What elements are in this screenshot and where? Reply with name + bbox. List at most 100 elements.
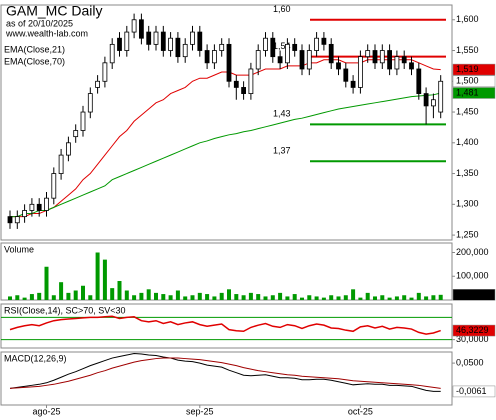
volume-bar bbox=[124, 290, 129, 300]
candle-body bbox=[336, 62, 341, 70]
volume-bar bbox=[329, 295, 334, 300]
macd-line bbox=[9, 353, 441, 392]
volume-bar bbox=[387, 297, 392, 300]
ema-line bbox=[10, 59, 441, 218]
candle-body bbox=[219, 43, 225, 51]
volume-bar bbox=[205, 294, 210, 300]
volume-bar bbox=[416, 292, 421, 300]
volume-bar bbox=[59, 282, 64, 300]
volume-bar bbox=[161, 294, 166, 300]
volume-bar bbox=[358, 297, 363, 300]
ema-line bbox=[10, 92, 441, 218]
candle-body bbox=[438, 80, 444, 113]
volume-bar bbox=[438, 294, 443, 300]
volume-bar bbox=[81, 285, 85, 300]
candle-body bbox=[211, 50, 217, 64]
candle-body bbox=[241, 87, 247, 94]
candle-body bbox=[379, 50, 385, 64]
value-badge-label: 46,3229 bbox=[456, 325, 489, 335]
candle-body bbox=[138, 19, 144, 39]
candle-body bbox=[401, 56, 407, 64]
volume-bar bbox=[175, 290, 180, 300]
candle-body bbox=[51, 173, 57, 199]
volume-bar bbox=[132, 295, 137, 300]
candle-body bbox=[95, 80, 100, 88]
y-tick-label: 1,400 bbox=[456, 137, 479, 147]
volume-bar bbox=[351, 289, 356, 300]
volume-bar bbox=[380, 295, 385, 300]
volume-bar bbox=[29, 294, 34, 300]
volume-bar bbox=[402, 295, 407, 300]
candle-body bbox=[36, 203, 42, 211]
candle-body bbox=[226, 43, 232, 82]
candle-body bbox=[146, 31, 152, 45]
legend-entry: EMA(Close,70) bbox=[4, 56, 65, 66]
candle-body bbox=[430, 99, 436, 107]
volume-bar bbox=[263, 296, 268, 300]
candle-body bbox=[270, 37, 276, 58]
candle-body bbox=[44, 197, 49, 211]
volume-bar bbox=[227, 289, 231, 300]
volume-bar bbox=[292, 294, 297, 300]
y-tick-label: 1,600 bbox=[456, 14, 479, 24]
candle-body bbox=[357, 56, 363, 88]
y-tick-label: 1,250 bbox=[456, 229, 479, 239]
macd-line bbox=[9, 357, 441, 389]
volume-bar bbox=[394, 296, 399, 300]
level-label: 1,43 bbox=[273, 109, 291, 119]
chart-subtitle: as of 20/10/2025 bbox=[6, 18, 73, 28]
candle-body bbox=[372, 50, 378, 64]
candle-body bbox=[175, 37, 181, 58]
volume-bar bbox=[15, 295, 20, 300]
candle-body bbox=[299, 50, 305, 70]
source: www.wealth-lab.com bbox=[5, 28, 88, 38]
volume-bar bbox=[95, 252, 100, 300]
candle-body bbox=[409, 62, 414, 70]
panel-title: MACD(12,26,9) bbox=[4, 353, 67, 363]
volume-bar bbox=[409, 297, 414, 300]
volume-bar bbox=[343, 295, 348, 300]
volume-bar bbox=[139, 292, 144, 300]
volume-bar bbox=[8, 296, 12, 300]
candle-body bbox=[153, 31, 159, 45]
candle-body bbox=[14, 216, 20, 224]
candle-body bbox=[102, 62, 108, 82]
value-badge bbox=[452, 87, 496, 99]
value-badge bbox=[452, 289, 496, 301]
volume-bar bbox=[51, 295, 56, 300]
value-badge bbox=[452, 63, 496, 76]
volume-bar bbox=[66, 292, 71, 300]
volume-bar bbox=[270, 295, 275, 300]
volume-bar bbox=[154, 292, 158, 300]
volume-bar bbox=[22, 297, 27, 300]
volume-bar bbox=[234, 294, 239, 300]
volume-bar bbox=[431, 295, 436, 300]
candle-body bbox=[22, 210, 28, 218]
volume-bar bbox=[300, 297, 304, 300]
candle-body bbox=[87, 93, 93, 113]
rsi-line bbox=[9, 315, 441, 335]
volume-bar bbox=[44, 266, 49, 300]
volume-bar bbox=[373, 296, 377, 300]
candle-body bbox=[292, 43, 298, 51]
candle-body bbox=[277, 56, 283, 64]
y-tick-label: 0,0500 bbox=[456, 357, 484, 367]
panel bbox=[0, 351, 453, 406]
volume-bar bbox=[248, 292, 253, 300]
value-badge-label: 1,519 bbox=[456, 64, 479, 74]
value-badge bbox=[452, 75, 496, 88]
candle-body bbox=[350, 80, 356, 88]
x-tick-label: ago-25 bbox=[32, 406, 60, 416]
panel bbox=[0, 303, 453, 349]
value-badge-label: -0,0061 bbox=[456, 386, 487, 396]
candle-body bbox=[73, 130, 79, 138]
volume-bar bbox=[285, 296, 290, 300]
volume-bar bbox=[37, 292, 42, 300]
candle-body bbox=[7, 216, 13, 224]
y-tick-label: 1,550 bbox=[456, 45, 479, 55]
candle-body bbox=[204, 50, 210, 64]
value-badge bbox=[452, 385, 496, 398]
candle-body bbox=[255, 50, 261, 70]
candle-body bbox=[423, 93, 429, 107]
candle-body bbox=[117, 37, 122, 51]
